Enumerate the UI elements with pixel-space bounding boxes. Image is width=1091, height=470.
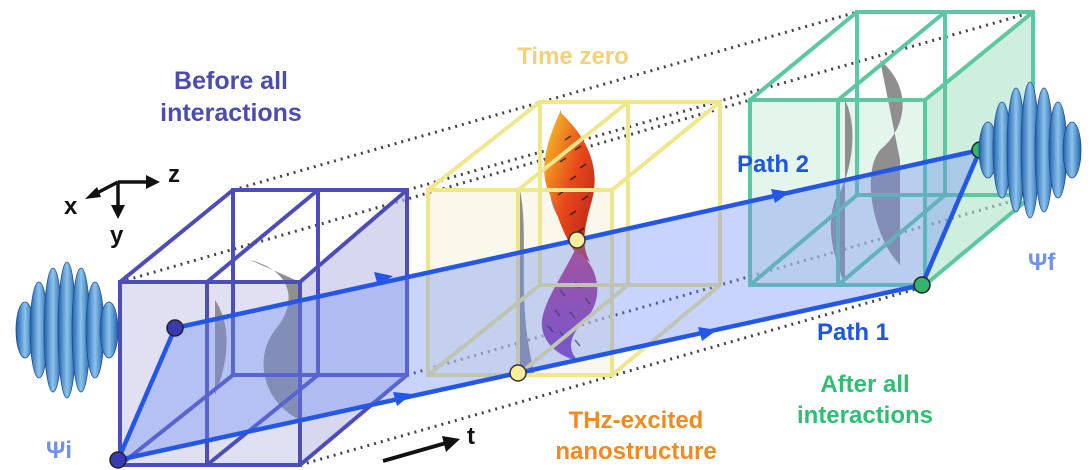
path-1-label: Path 1 [817, 319, 889, 346]
time-arrow [382, 436, 460, 463]
time-axis-label: t [467, 423, 475, 450]
path-1-end-node [913, 276, 931, 294]
after-label-line2: interactions [797, 402, 933, 429]
psi-i-label: Ψi [46, 437, 72, 464]
path-2-arrow-2 [771, 189, 790, 203]
interaction-plane [109, 141, 989, 469]
psi-f-label: Ψf [1028, 249, 1056, 276]
path-1-line [117, 149, 983, 463]
before-label-line1: Before all [174, 67, 288, 95]
after-label-line1: After all [820, 371, 909, 398]
path-2-start-node [166, 319, 184, 337]
path-1-interaction-node [509, 364, 527, 382]
path-1-arrow-2 [698, 327, 717, 341]
field-bottom-region [541, 250, 598, 362]
path-2-arrow-1 [374, 272, 393, 286]
time-zero-label: Time zero [517, 43, 629, 70]
dotted-guides [119, 10, 1034, 467]
final-wave-packet [978, 81, 1082, 219]
start-node [109, 451, 127, 469]
thz-label-line2: nanostructure [555, 438, 716, 465]
thz-label-line1: THz-excited [569, 407, 704, 434]
path-1-arrow-1 [393, 392, 412, 406]
time-zero-box [426, 100, 722, 377]
path-2-label: Path 2 [737, 151, 809, 178]
axis-y-label: y [110, 222, 124, 249]
initial-wave-packet [15, 261, 119, 399]
field-top-region [544, 112, 595, 262]
axis-x-label: x [64, 193, 78, 220]
before-label-line2: interactions [160, 99, 302, 127]
after-box [748, 10, 1035, 287]
path-2-interaction-node [568, 231, 586, 249]
axis-z-label: z [168, 161, 180, 188]
axis-indicator [85, 175, 160, 219]
